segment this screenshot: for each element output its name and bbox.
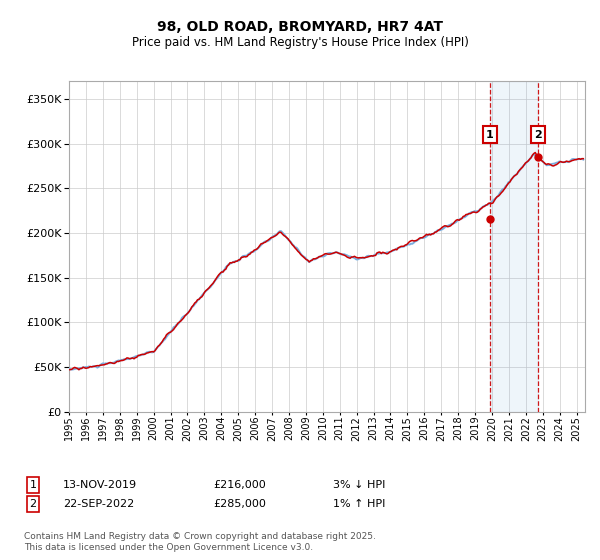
Text: £216,000: £216,000 [213, 480, 266, 490]
Text: £285,000: £285,000 [213, 499, 266, 509]
Text: 1% ↑ HPI: 1% ↑ HPI [333, 499, 385, 509]
Text: 3% ↓ HPI: 3% ↓ HPI [333, 480, 385, 490]
Text: 13-NOV-2019: 13-NOV-2019 [63, 480, 137, 490]
Text: 2: 2 [29, 499, 37, 509]
Text: 22-SEP-2022: 22-SEP-2022 [63, 499, 134, 509]
Text: 1: 1 [29, 480, 37, 490]
Text: Contains HM Land Registry data © Crown copyright and database right 2025.
This d: Contains HM Land Registry data © Crown c… [24, 532, 376, 552]
Text: 1: 1 [486, 130, 494, 140]
Bar [490, 81, 538, 412]
Text: 98, OLD ROAD, BROMYARD, HR7 4AT: 98, OLD ROAD, BROMYARD, HR7 4AT [157, 20, 443, 34]
Text: 2: 2 [534, 130, 542, 140]
Text: Price paid vs. HM Land Registry's House Price Index (HPI): Price paid vs. HM Land Registry's House … [131, 36, 469, 49]
